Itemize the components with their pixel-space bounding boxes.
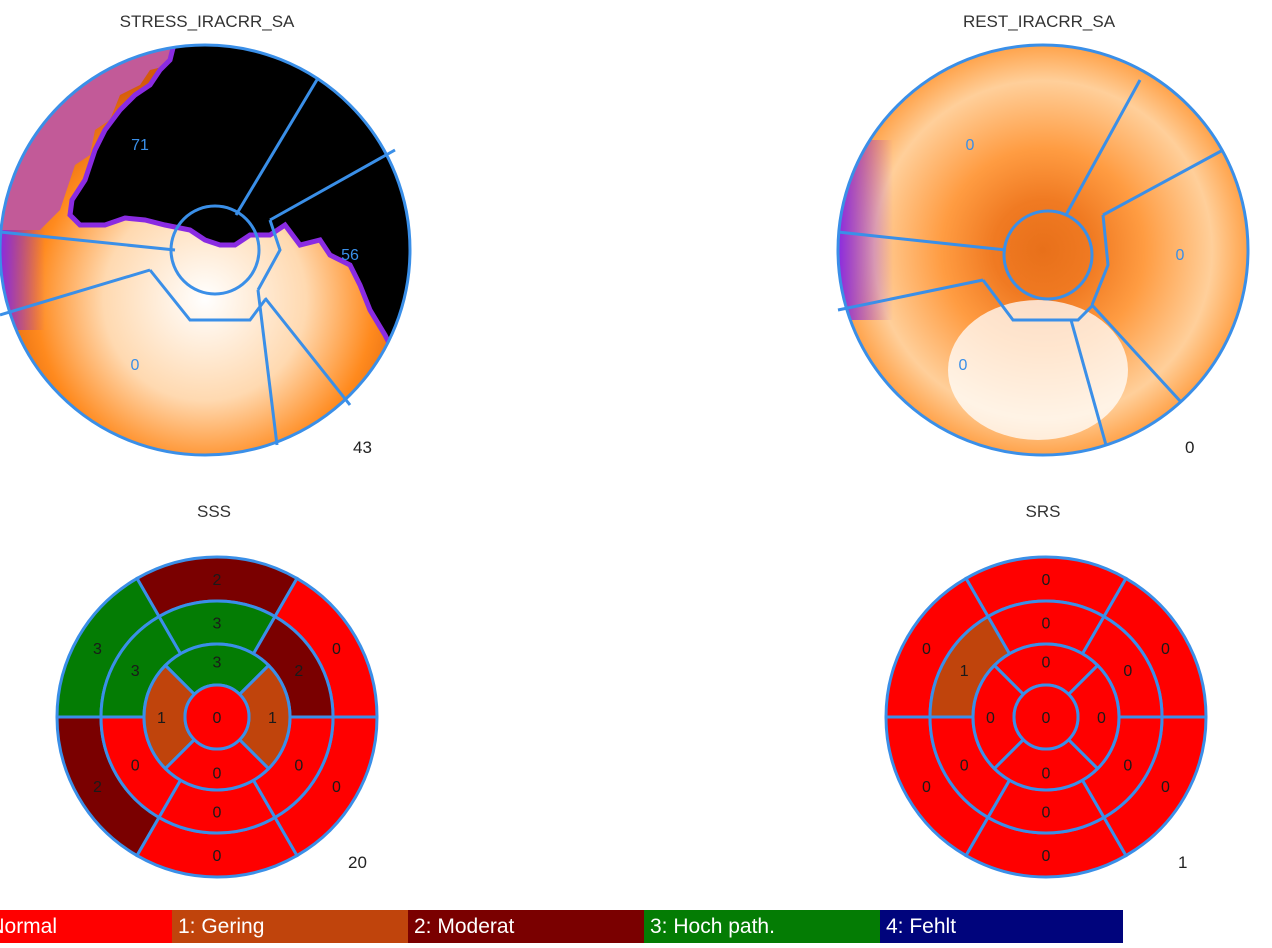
sss-middle-segment-5-label: 0 bbox=[294, 757, 303, 774]
sss-outer-segment-6-label: 0 bbox=[332, 641, 341, 658]
sss-inner-segment-4-label: 1 bbox=[268, 710, 277, 727]
sss-outer-segment-5-label: 0 bbox=[332, 779, 341, 796]
sss-inner-segment-1-label: 3 bbox=[213, 655, 222, 672]
stress-rca-value: 0 bbox=[131, 357, 140, 374]
sss-outer-segment-4-label: 0 bbox=[1042, 848, 1051, 865]
stress-total: 43 bbox=[353, 438, 372, 457]
stress-territory-lines bbox=[0, 77, 396, 446]
rest-polar-map: 0 0 0 bbox=[836, 43, 1250, 457]
legend-item-2: 2: Moderat bbox=[408, 910, 644, 943]
sss-middle-segment-1-label: 3 bbox=[213, 616, 222, 633]
srs-apex-label: 0 bbox=[1042, 710, 1051, 727]
sss-outer-segment-3-label: 2 bbox=[93, 779, 102, 796]
srs-total: 1 bbox=[1178, 853, 1188, 872]
srs-inner-segment-4-label: 0 bbox=[1097, 710, 1106, 727]
stress-polar-map: 71 56 0 bbox=[0, 43, 412, 457]
sss-outer-segment-4-label: 0 bbox=[213, 848, 222, 865]
srs-middle-segment-2-label: 1 bbox=[960, 663, 969, 680]
srs-middle-segment-5-label: 0 bbox=[1123, 757, 1132, 774]
rest-outer-ring bbox=[836, 43, 1250, 457]
srs-inner-segment-1-label: 0 bbox=[1042, 655, 1051, 672]
sss-title: SSS bbox=[196, 502, 232, 521]
srs-middle-segment-6-label: 0 bbox=[1123, 663, 1132, 680]
sss-outer-segment-6-label: 0 bbox=[1161, 641, 1170, 658]
rest-rca-value: 0 bbox=[959, 357, 968, 374]
srs-middle-segment-4-label: 0 bbox=[1042, 805, 1051, 822]
sss-inner-segment-2-label: 1 bbox=[157, 710, 166, 727]
sss-outer-segment-2-label: 0 bbox=[922, 641, 931, 658]
sss-apex-segment bbox=[183, 683, 251, 751]
srs-title: SRS bbox=[1025, 502, 1061, 521]
sss-outer-segment-1-label: 2 bbox=[213, 572, 222, 589]
stress-lad-value: 71 bbox=[131, 137, 149, 154]
rest-map-title: REST_IRACRR_SA bbox=[962, 12, 1116, 31]
rest-left-edge-glow bbox=[838, 140, 893, 320]
sss-outer-segment-5-label: 0 bbox=[1161, 779, 1170, 796]
sss-total: 20 bbox=[348, 853, 367, 872]
rest-total: 0 bbox=[1185, 438, 1195, 457]
sss-outer-segment-3-label: 0 bbox=[922, 779, 931, 796]
sss-outer-segment-2-label: 3 bbox=[93, 641, 102, 658]
stress-lcx-value: 56 bbox=[341, 247, 359, 264]
srs-bullseye: 0 0 0 0 0 0 0 1 0 0 0 0 0 0 0 0 0 bbox=[884, 555, 1208, 879]
sss-apex-label: 0 bbox=[213, 710, 222, 727]
sss-inner-segment-3-label: 0 bbox=[213, 766, 222, 783]
sss-outer-segment-1-label: 0 bbox=[1042, 572, 1051, 589]
sss-middle-segment-3-label: 0 bbox=[131, 757, 140, 774]
sss-middle-segment-2-label: 3 bbox=[131, 663, 140, 680]
legend-item-0: 0: Normal bbox=[0, 910, 172, 943]
stress-outer-ring bbox=[0, 43, 412, 457]
legend-item-1: 1: Gering bbox=[172, 910, 408, 943]
srs-inner-segment-2-label: 0 bbox=[986, 710, 995, 727]
legend-item-3: 3: Hoch path. bbox=[644, 910, 880, 943]
sss-middle-segment-6-label: 2 bbox=[294, 663, 303, 680]
rest-lcx-value: 0 bbox=[1176, 247, 1185, 264]
srs-apex-segment bbox=[1012, 683, 1080, 751]
srs-middle-segment-1-label: 0 bbox=[1042, 616, 1051, 633]
rest-apex-ring bbox=[1002, 209, 1094, 301]
stress-map-title: STRESS_IRACRR_SA bbox=[119, 12, 295, 31]
rest-inferior-highlight bbox=[948, 300, 1128, 440]
rest-perfusion-field bbox=[838, 45, 1248, 455]
legend-item-4: 4: Fehlt bbox=[880, 910, 1123, 943]
srs-inner-segment-3-label: 0 bbox=[1042, 766, 1051, 783]
rest-territory-lines bbox=[837, 79, 1224, 446]
srs-middle-segment-3-label: 0 bbox=[960, 757, 969, 774]
sss-middle-segment-4-label: 0 bbox=[213, 805, 222, 822]
rest-lad-value: 0 bbox=[966, 137, 975, 154]
